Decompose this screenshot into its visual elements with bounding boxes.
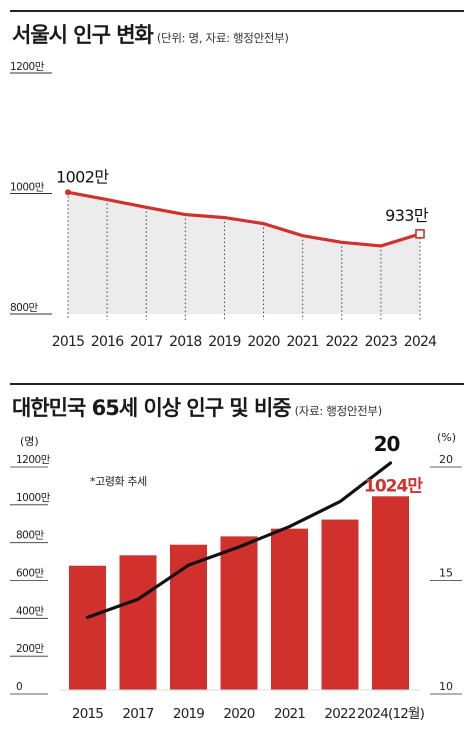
chart2-bar-2022 [321, 519, 359, 690]
chart1-xtick-2019: 2019 [208, 334, 240, 350]
chart2-left-tick-label: 200만 [16, 643, 45, 655]
chart2-title-text: 대한민국 65세 이상 인구 및 비중 [12, 396, 292, 420]
chart1-xtick-2016: 2016 [91, 334, 124, 350]
chart2-line-label: 20 [374, 432, 400, 456]
chart2-title: 대한민국 65세 이상 인구 및 비중 (자료: 행정안전부) [12, 392, 382, 422]
chart2-xtick-2022: 2022 [324, 706, 355, 722]
chart2-xtick-2017: 2017 [122, 706, 153, 722]
middle-rule [10, 383, 464, 385]
chart2-bar-label: 1024만 [364, 476, 423, 496]
chart2-bar-2015 [69, 565, 106, 690]
chart2-right-tick-label: 10 [439, 680, 453, 693]
chart1-area [68, 192, 420, 314]
chart1-ytick-label: 1200만 [10, 61, 45, 73]
chart2-xtick-2024(12월): 2024(12월) [357, 706, 425, 722]
chart2-bar-2019 [170, 544, 207, 690]
top-rule [10, 10, 464, 12]
chart1-xtick-2015: 2015 [52, 334, 84, 350]
chart2-xtick-2015: 2015 [72, 706, 103, 722]
chart1-label-first: 1002만 [56, 167, 109, 186]
chart2-xtick-2019: 2019 [173, 706, 204, 722]
chart1-point-first [65, 189, 71, 196]
chart1-xtick-2024: 2024 [404, 334, 437, 350]
chart1-point-last [415, 229, 425, 239]
chart1-xtick-2018: 2018 [169, 334, 201, 350]
chart2-left-tick-label: 1000만 [16, 492, 51, 504]
chart2-series-line [85, 461, 393, 619]
chart2-left-tick-label: 400만 [16, 605, 45, 617]
chart1-xtick-2021: 2021 [286, 334, 318, 350]
chart2-bar-2021 [271, 528, 308, 690]
chart1-xtick-2017: 2017 [130, 334, 162, 350]
chart1-xtick-2020: 2020 [247, 334, 279, 350]
chart1-title: 서울시 인구 변화 (단위: 명, 자료: 행정안전부) [12, 19, 289, 49]
chart2-xtick-2021: 2021 [274, 706, 305, 722]
chart1-title-text: 서울시 인구 변화 [12, 23, 154, 47]
chart2-left-tick-label: 1200만 [16, 454, 51, 466]
chart1-xtick-2023: 2023 [365, 334, 397, 350]
chart2-bar-2024(12월) [372, 496, 409, 690]
chart2-bar-2017 [119, 555, 157, 690]
chart2-right-tick-label: 15 [439, 567, 453, 580]
chart2-xtick-2020: 2020 [223, 706, 254, 722]
chart1-xtick-2022: 2022 [326, 334, 358, 350]
chart2-legend: *고령화 추세 [90, 475, 147, 488]
seoul-population-chart: 1200만 1000만 800만 1002만 933만 2015 2016 2017 2018 2… [10, 61, 438, 350]
chart2-subtitle: (자료: 행정안전부) [294, 404, 383, 418]
chart1-subtitle: (단위: 명, 자료: 행정안전부) [156, 31, 289, 45]
chart1-series-line [67, 190, 421, 248]
chart2-right-unit: (%) [437, 431, 456, 444]
chart2-left-unit: (명) [20, 435, 39, 448]
chart2-left-tick-label: 800만 [16, 530, 45, 542]
chart2-bar-2020 [220, 536, 258, 690]
elderly-population-chart: (명) (%)1200만1000만800만600만400만200만0201510*… [10, 431, 462, 722]
chart1-ytick-label: 800만 [10, 302, 39, 314]
chart1-ytick-label: 1000만 [10, 182, 45, 194]
chart2-left-tick-label: 0 [16, 681, 22, 693]
chart2-left-tick-label: 600만 [16, 568, 45, 580]
chart1-label-last: 933만 [385, 206, 429, 225]
chart2-right-tick-label: 20 [439, 453, 453, 466]
